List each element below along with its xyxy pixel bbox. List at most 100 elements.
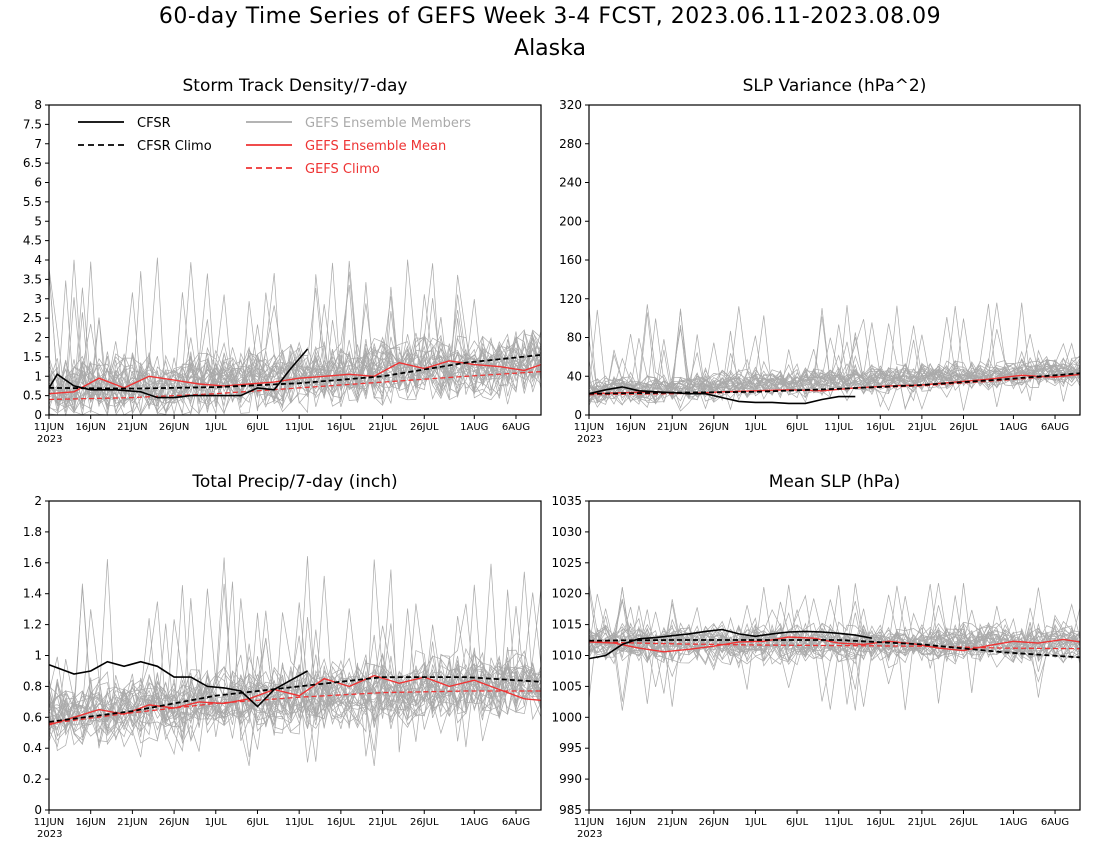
x-tick-label: 6JUL <box>246 817 269 828</box>
panel-title: SLP Variance (hPa^2) <box>743 76 927 96</box>
x-tick-label: 26JUL <box>949 422 978 433</box>
y-tick-label: 4.5 <box>23 234 42 248</box>
series-cfsr-climo <box>48 354 542 390</box>
member-line <box>588 357 1081 404</box>
x-year-label: 2023 <box>577 829 602 840</box>
x-tick-label: 6AUG <box>502 817 530 828</box>
y-tick-label: 985 <box>559 803 582 817</box>
series-gefs-climo <box>48 690 541 725</box>
y-tick-label: 1010 <box>551 649 582 663</box>
x-tick-label: 16JUL <box>327 817 356 828</box>
member-line <box>48 563 542 763</box>
y-tick-label: 1020 <box>551 587 582 601</box>
y-tick-label: 3 <box>34 292 42 306</box>
y-tick-label: 320 <box>559 98 582 112</box>
member-line <box>48 653 542 766</box>
x-tick-label: 11JUN <box>574 422 604 433</box>
x-tick-label: 1JUL <box>744 422 767 433</box>
x-tick-label: 1AUG <box>999 422 1027 433</box>
y-tick-label: 40 <box>567 369 582 383</box>
y-tick-label: 995 <box>559 741 582 755</box>
x-tick-label: 1JUL <box>205 817 228 828</box>
y-tick-label: 6.5 <box>23 156 42 170</box>
ensemble-members <box>48 257 542 417</box>
series-cfsr <box>588 628 873 660</box>
y-tick-label: 1.8 <box>23 525 42 539</box>
y-tick-label: 1000 <box>551 710 582 724</box>
member-line <box>48 292 542 414</box>
y-tick-label: 0.2 <box>23 772 42 786</box>
x-tick-label: 21JUN <box>117 422 147 433</box>
member-line <box>48 612 542 733</box>
x-tick-label: 26JUN <box>159 422 189 433</box>
y-tick-label: 1.5 <box>23 350 42 364</box>
y-tick-label: 0.8 <box>23 679 42 693</box>
x-tick-label: 11JUL <box>285 817 314 828</box>
y-tick-label: 1015 <box>551 618 582 632</box>
member-line <box>588 364 1081 411</box>
x-tick-label: 16JUN <box>615 422 645 433</box>
y-tick-label: 0.6 <box>23 710 42 724</box>
member-line <box>588 618 1081 704</box>
x-tick-label: 1AUG <box>460 422 488 433</box>
member-line <box>48 612 542 750</box>
x-tick-label: 16JUL <box>866 817 895 828</box>
series-gefs-climo <box>48 370 542 401</box>
region-title: Alaska <box>514 36 586 61</box>
legend-label: GEFS Ensemble Members <box>305 116 471 131</box>
y-tick-label: 2.5 <box>23 311 42 325</box>
x-tick-label: 16JUL <box>866 422 895 433</box>
x-tick-label: 21JUN <box>657 817 687 828</box>
series-cfsr <box>588 386 856 405</box>
y-tick-label: 200 <box>559 214 582 228</box>
x-tick-label: 6AUG <box>1041 817 1069 828</box>
y-tick-label: 2 <box>34 331 42 345</box>
member-line <box>588 584 1081 666</box>
x-tick-label: 6JUL <box>786 817 809 828</box>
y-tick-label: 6 <box>34 176 42 190</box>
x-tick-label: 11JUN <box>574 817 604 828</box>
y-tick-label: 1025 <box>551 556 582 570</box>
series-cfsr-climo <box>48 676 542 723</box>
y-tick-label: 0.5 <box>23 389 42 403</box>
member-line <box>48 589 542 751</box>
x-tick-label: 11JUN <box>34 422 64 433</box>
y-tick-label: 0 <box>574 408 582 422</box>
member-line <box>48 309 542 413</box>
x-tick-label: 11JUL <box>824 422 853 433</box>
member-line <box>48 294 542 417</box>
x-tick-label: 21JUL <box>908 817 937 828</box>
chart-panel: Storm Track Density/7-day 0 0.5 1 1.5 2 2.5 3 3.… <box>23 76 542 445</box>
y-tick-label: 1.4 <box>23 587 42 601</box>
ensemble-members <box>48 556 542 767</box>
x-tick-label: 6AUG <box>502 422 530 433</box>
y-tick-label: 160 <box>559 253 582 267</box>
member-line <box>588 360 1081 403</box>
x-tick-label: 21JUL <box>368 817 397 828</box>
ensemble-members <box>588 582 1081 711</box>
member-line <box>588 601 1081 702</box>
member-line <box>48 333 542 416</box>
x-tick-label: 26JUL <box>410 817 439 828</box>
x-tick-label: 21JUL <box>908 422 937 433</box>
legend-label: GEFS Climo <box>305 162 380 177</box>
member-line <box>48 603 542 737</box>
x-year-label: 2023 <box>577 434 602 445</box>
x-tick-label: 11JUL <box>285 422 314 433</box>
legend-label: GEFS Ensemble Mean <box>305 139 446 154</box>
y-tick-label: 0.4 <box>23 741 42 755</box>
member-line <box>48 312 542 413</box>
member-line <box>48 559 542 744</box>
x-tick-label: 21JUL <box>368 422 397 433</box>
x-tick-label: 6JUL <box>246 422 269 433</box>
x-tick-label: 16JUN <box>615 817 645 828</box>
y-tick-label: 280 <box>559 137 582 151</box>
x-tick-label: 21JUN <box>657 422 687 433</box>
x-year-label: 2023 <box>37 829 62 840</box>
y-tick-label: 5.5 <box>23 195 42 209</box>
panel-title: Storm Track Density/7-day <box>183 76 408 96</box>
chart-panel: Mean SLP (hPa) 985 990 995 1000 1005 1010 1015 1… <box>551 472 1081 840</box>
y-tick-label: 1005 <box>551 679 582 693</box>
y-tick-label: 990 <box>559 772 582 786</box>
